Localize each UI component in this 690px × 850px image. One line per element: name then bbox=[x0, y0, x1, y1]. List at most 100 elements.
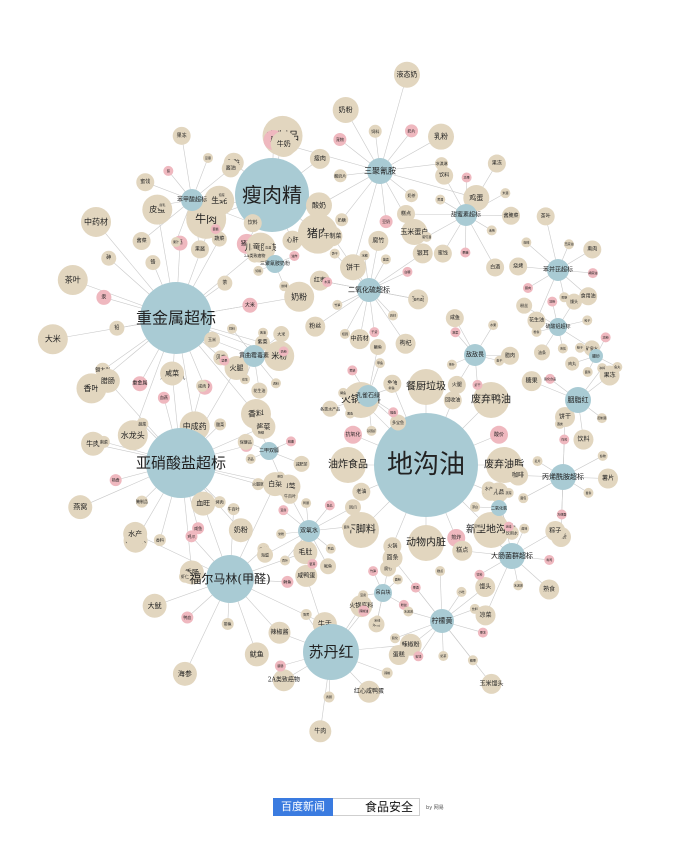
small-node[interactable]: 面条 bbox=[341, 522, 352, 533]
small-node[interactable]: 消毒 bbox=[503, 521, 514, 532]
hub-dgy[interactable]: 地沟油 bbox=[374, 413, 478, 517]
small-node[interactable]: 茶叶 bbox=[446, 359, 457, 370]
hub-sys[interactable]: 双氧水 bbox=[298, 520, 320, 542]
item-node[interactable]: 鳜鱼 bbox=[369, 338, 386, 355]
item-node[interactable]: 腊肉 bbox=[500, 346, 519, 365]
item-node[interactable]: 凉菜 bbox=[475, 605, 496, 626]
item-node[interactable]: 大米 bbox=[37, 324, 68, 355]
small-node[interactable]: 调料 bbox=[270, 378, 281, 389]
item-node[interactable]: 奶粉 bbox=[284, 281, 315, 312]
small-node[interactable]: 蔬菜 bbox=[136, 417, 149, 430]
small-node[interactable]: 卤味 bbox=[519, 523, 530, 534]
item-node[interactable]: 火腿 bbox=[224, 356, 249, 381]
item-node[interactable]: 玉米蛋白 bbox=[400, 219, 428, 246]
small-node[interactable]: 冰糖 bbox=[359, 250, 370, 261]
small-node[interactable]: 酒类 bbox=[554, 418, 565, 429]
small-node[interactable]: 凉粉 bbox=[547, 296, 558, 307]
item-node[interactable]: 咸鱼 bbox=[445, 309, 464, 328]
small-node[interactable]: 饲料 bbox=[227, 323, 238, 334]
item-node[interactable]: 餐厨垃圾 bbox=[406, 369, 446, 405]
small-node[interactable]: 回收油 bbox=[443, 391, 462, 410]
item-node[interactable]: 粉丝 bbox=[305, 316, 326, 337]
small-node[interactable]: 香料 bbox=[153, 534, 166, 547]
small-node[interactable]: 腊肉 bbox=[522, 282, 533, 293]
item-node[interactable]: 牛奶 bbox=[270, 131, 297, 158]
small-node[interactable]: 米线 bbox=[372, 615, 383, 626]
hub-shfl[interactable]: 三聚氰胺奶粉 bbox=[260, 255, 290, 273]
item-node[interactable]: 果酱 bbox=[190, 240, 209, 259]
small-node[interactable]: 鸡爪 bbox=[185, 530, 198, 543]
item-node[interactable]: 各类水产品 bbox=[320, 400, 340, 417]
item-node[interactable]: 饮料 bbox=[435, 166, 454, 185]
small-node[interactable]: 面包 bbox=[518, 493, 529, 504]
small-node[interactable]: 面粉 bbox=[392, 574, 403, 585]
item-node[interactable]: 油炸食品 bbox=[328, 447, 368, 483]
hub-bjs[interactable]: 苯甲酸超标 bbox=[177, 189, 207, 211]
small-node[interactable]: 寿司 bbox=[544, 554, 555, 565]
small-node[interactable]: 薯条 bbox=[583, 487, 594, 498]
item-node[interactable]: 玉米 bbox=[204, 331, 221, 348]
item-node[interactable]: 大鱿 bbox=[142, 593, 167, 618]
small-node[interactable]: 泡菜 bbox=[216, 190, 227, 201]
small-node[interactable]: 药品 bbox=[245, 453, 256, 464]
item-node[interactable]: 蜜饯 bbox=[433, 244, 452, 263]
item-node[interactable]: 下脚料 bbox=[342, 512, 379, 549]
item-node[interactable]: 牛肉 bbox=[309, 720, 332, 743]
hub-zjs[interactable]: 重金属超标 bbox=[136, 282, 216, 354]
item-node[interactable]: 蜜饯 bbox=[136, 173, 155, 192]
hub-nms[interactable]: 柠檬黄 bbox=[430, 609, 454, 633]
small-node[interactable]: 熟食 bbox=[109, 474, 122, 487]
small-node[interactable]: 水果 bbox=[488, 320, 499, 331]
item-node[interactable]: 水产 bbox=[481, 481, 496, 496]
small-node[interactable]: 糖果 bbox=[467, 655, 478, 666]
item-node[interactable]: 液态奶 bbox=[393, 61, 420, 88]
item-node[interactable]: 酱菜 bbox=[132, 232, 151, 251]
item-node[interactable]: 肉丸 bbox=[565, 356, 580, 371]
small-node[interactable]: 酸价 bbox=[489, 425, 508, 444]
hub-ybyg[interactable]: 吊白块 bbox=[374, 584, 392, 602]
item-node[interactable]: 花生油 bbox=[527, 311, 546, 330]
small-node[interactable]: 蔬菜 bbox=[503, 487, 514, 498]
small-node[interactable]: 奶茶 bbox=[438, 650, 449, 661]
small-node[interactable]: 醋 bbox=[163, 165, 174, 176]
small-node[interactable]: 银耳 bbox=[307, 558, 318, 569]
small-node[interactable]: 药材 bbox=[387, 310, 398, 321]
item-node[interactable]: 2A类致癌物 bbox=[244, 248, 265, 263]
brand-label[interactable]: 百度新闻 bbox=[273, 798, 333, 816]
item-node[interactable]: 咸菜 bbox=[160, 361, 185, 386]
small-node[interactable]: 果汁 bbox=[170, 237, 181, 248]
small-node[interactable]: 鸭血 bbox=[181, 611, 194, 624]
hub-fem[interactable]: 福尔马林(甲醛) bbox=[189, 555, 271, 603]
item-node[interactable]: 食用油 bbox=[579, 287, 598, 306]
small-node[interactable]: 冰淇淋 bbox=[513, 580, 524, 591]
small-node[interactable]: 宠物 bbox=[333, 133, 347, 147]
item-node[interactable]: 海蜇 bbox=[257, 546, 274, 563]
small-node[interactable]: 酱油 bbox=[258, 327, 269, 338]
small-node[interactable]: 蔬菜 bbox=[450, 327, 461, 338]
item-node[interactable]: 糕点 bbox=[397, 204, 416, 223]
item-node[interactable]: 毛肚 bbox=[293, 540, 318, 565]
small-node[interactable]: 葡萄酒 bbox=[413, 294, 424, 305]
small-node[interactable]: 竹笋 bbox=[332, 299, 343, 310]
small-node[interactable]: 饲料 bbox=[368, 124, 382, 138]
small-node[interactable]: 心肝 bbox=[282, 230, 303, 251]
small-node[interactable]: 豆制品 bbox=[473, 520, 484, 531]
hub-sdh[interactable]: 苏丹红 bbox=[303, 624, 359, 680]
small-node[interactable]: 芝麻油 bbox=[563, 239, 574, 250]
item-node[interactable]: 枸杞 bbox=[395, 333, 416, 354]
small-node[interactable]: 黑鱼 bbox=[345, 408, 356, 419]
small-node[interactable]: 米酒 bbox=[500, 188, 511, 199]
small-node[interactable]: 菌类 bbox=[380, 254, 391, 265]
small-node[interactable]: 配制酒 bbox=[596, 413, 607, 424]
item-node[interactable]: 干制菜 bbox=[322, 226, 343, 247]
item-node[interactable]: 油条 bbox=[533, 344, 550, 361]
item-node[interactable]: 茶叶 bbox=[57, 264, 88, 295]
small-node[interactable]: 小吃 bbox=[456, 586, 467, 597]
item-node[interactable]: 银耳 bbox=[412, 243, 433, 264]
item-node[interactable]: 奶粉 bbox=[228, 518, 253, 543]
small-node[interactable]: 百叶 bbox=[280, 555, 291, 566]
item-node[interactable]: 燕窝 bbox=[68, 495, 93, 520]
small-node[interactable]: 酸菜 bbox=[214, 418, 227, 431]
small-node[interactable]: 腌制品 bbox=[135, 495, 148, 508]
small-node[interactable]: 老油 bbox=[352, 482, 371, 501]
